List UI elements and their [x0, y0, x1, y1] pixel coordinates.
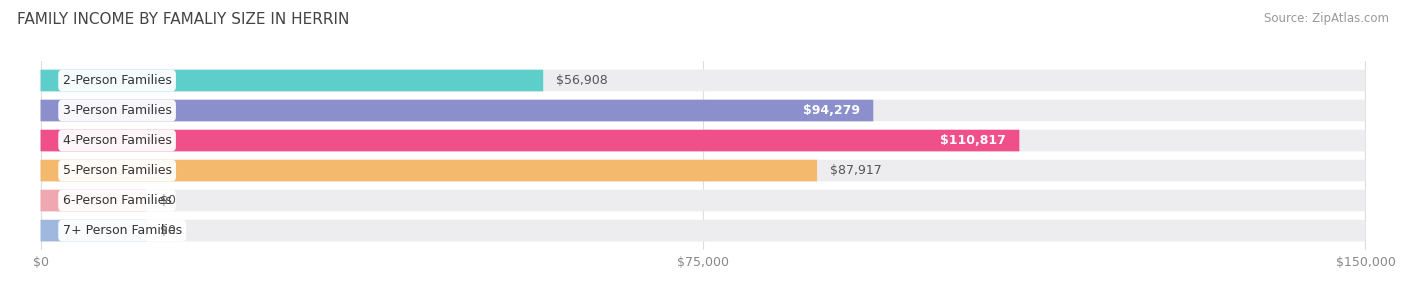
- FancyBboxPatch shape: [41, 160, 1365, 181]
- FancyBboxPatch shape: [41, 100, 873, 121]
- Text: 7+ Person Families: 7+ Person Families: [63, 224, 181, 237]
- Text: $110,817: $110,817: [941, 134, 1007, 147]
- Text: $87,917: $87,917: [831, 164, 882, 177]
- Text: Source: ZipAtlas.com: Source: ZipAtlas.com: [1264, 12, 1389, 25]
- Text: FAMILY INCOME BY FAMALIY SIZE IN HERRIN: FAMILY INCOME BY FAMALIY SIZE IN HERRIN: [17, 12, 349, 27]
- Text: 5-Person Families: 5-Person Families: [63, 164, 172, 177]
- Text: 3-Person Families: 3-Person Families: [63, 104, 172, 117]
- Text: $94,279: $94,279: [803, 104, 860, 117]
- FancyBboxPatch shape: [41, 190, 1365, 211]
- FancyBboxPatch shape: [41, 100, 1365, 121]
- FancyBboxPatch shape: [41, 130, 1365, 151]
- FancyBboxPatch shape: [41, 70, 543, 91]
- Text: 2-Person Families: 2-Person Families: [63, 74, 172, 87]
- FancyBboxPatch shape: [41, 220, 146, 241]
- Text: 4-Person Families: 4-Person Families: [63, 134, 172, 147]
- FancyBboxPatch shape: [41, 160, 817, 181]
- FancyBboxPatch shape: [41, 70, 1365, 91]
- FancyBboxPatch shape: [41, 130, 1019, 151]
- Text: $0: $0: [160, 224, 176, 237]
- Text: $56,908: $56,908: [557, 74, 609, 87]
- Text: $0: $0: [160, 194, 176, 207]
- FancyBboxPatch shape: [41, 220, 1365, 241]
- Text: 6-Person Families: 6-Person Families: [63, 194, 172, 207]
- FancyBboxPatch shape: [41, 190, 146, 211]
